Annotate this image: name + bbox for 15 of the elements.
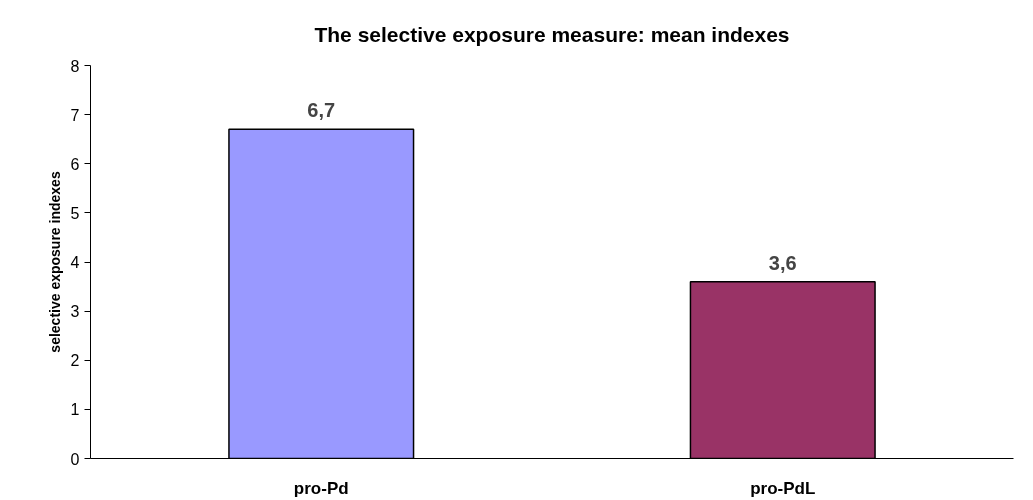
y-tick-label: 3 <box>70 303 80 321</box>
y-tick-label: 2 <box>70 352 80 370</box>
x-tick-label: pro-PdL <box>750 478 816 498</box>
y-tick-label: 0 <box>70 450 80 468</box>
y-tick-label: 8 <box>70 57 80 75</box>
data-label: 3,6 <box>768 251 797 274</box>
y-tick-label: 6 <box>70 155 80 173</box>
y-tick-label: 5 <box>70 204 80 222</box>
data-label: 6,7 <box>307 99 336 122</box>
y-tick-label: 1 <box>70 401 80 419</box>
y-tick-label: 7 <box>70 106 80 124</box>
y-tick-label: 4 <box>70 254 80 271</box>
chart-title: The selective exposure measure: mean indexes <box>314 22 790 46</box>
y-axis-title: selective exposure indexes <box>46 171 63 353</box>
x-tick-label: pro-Pd <box>293 478 349 498</box>
